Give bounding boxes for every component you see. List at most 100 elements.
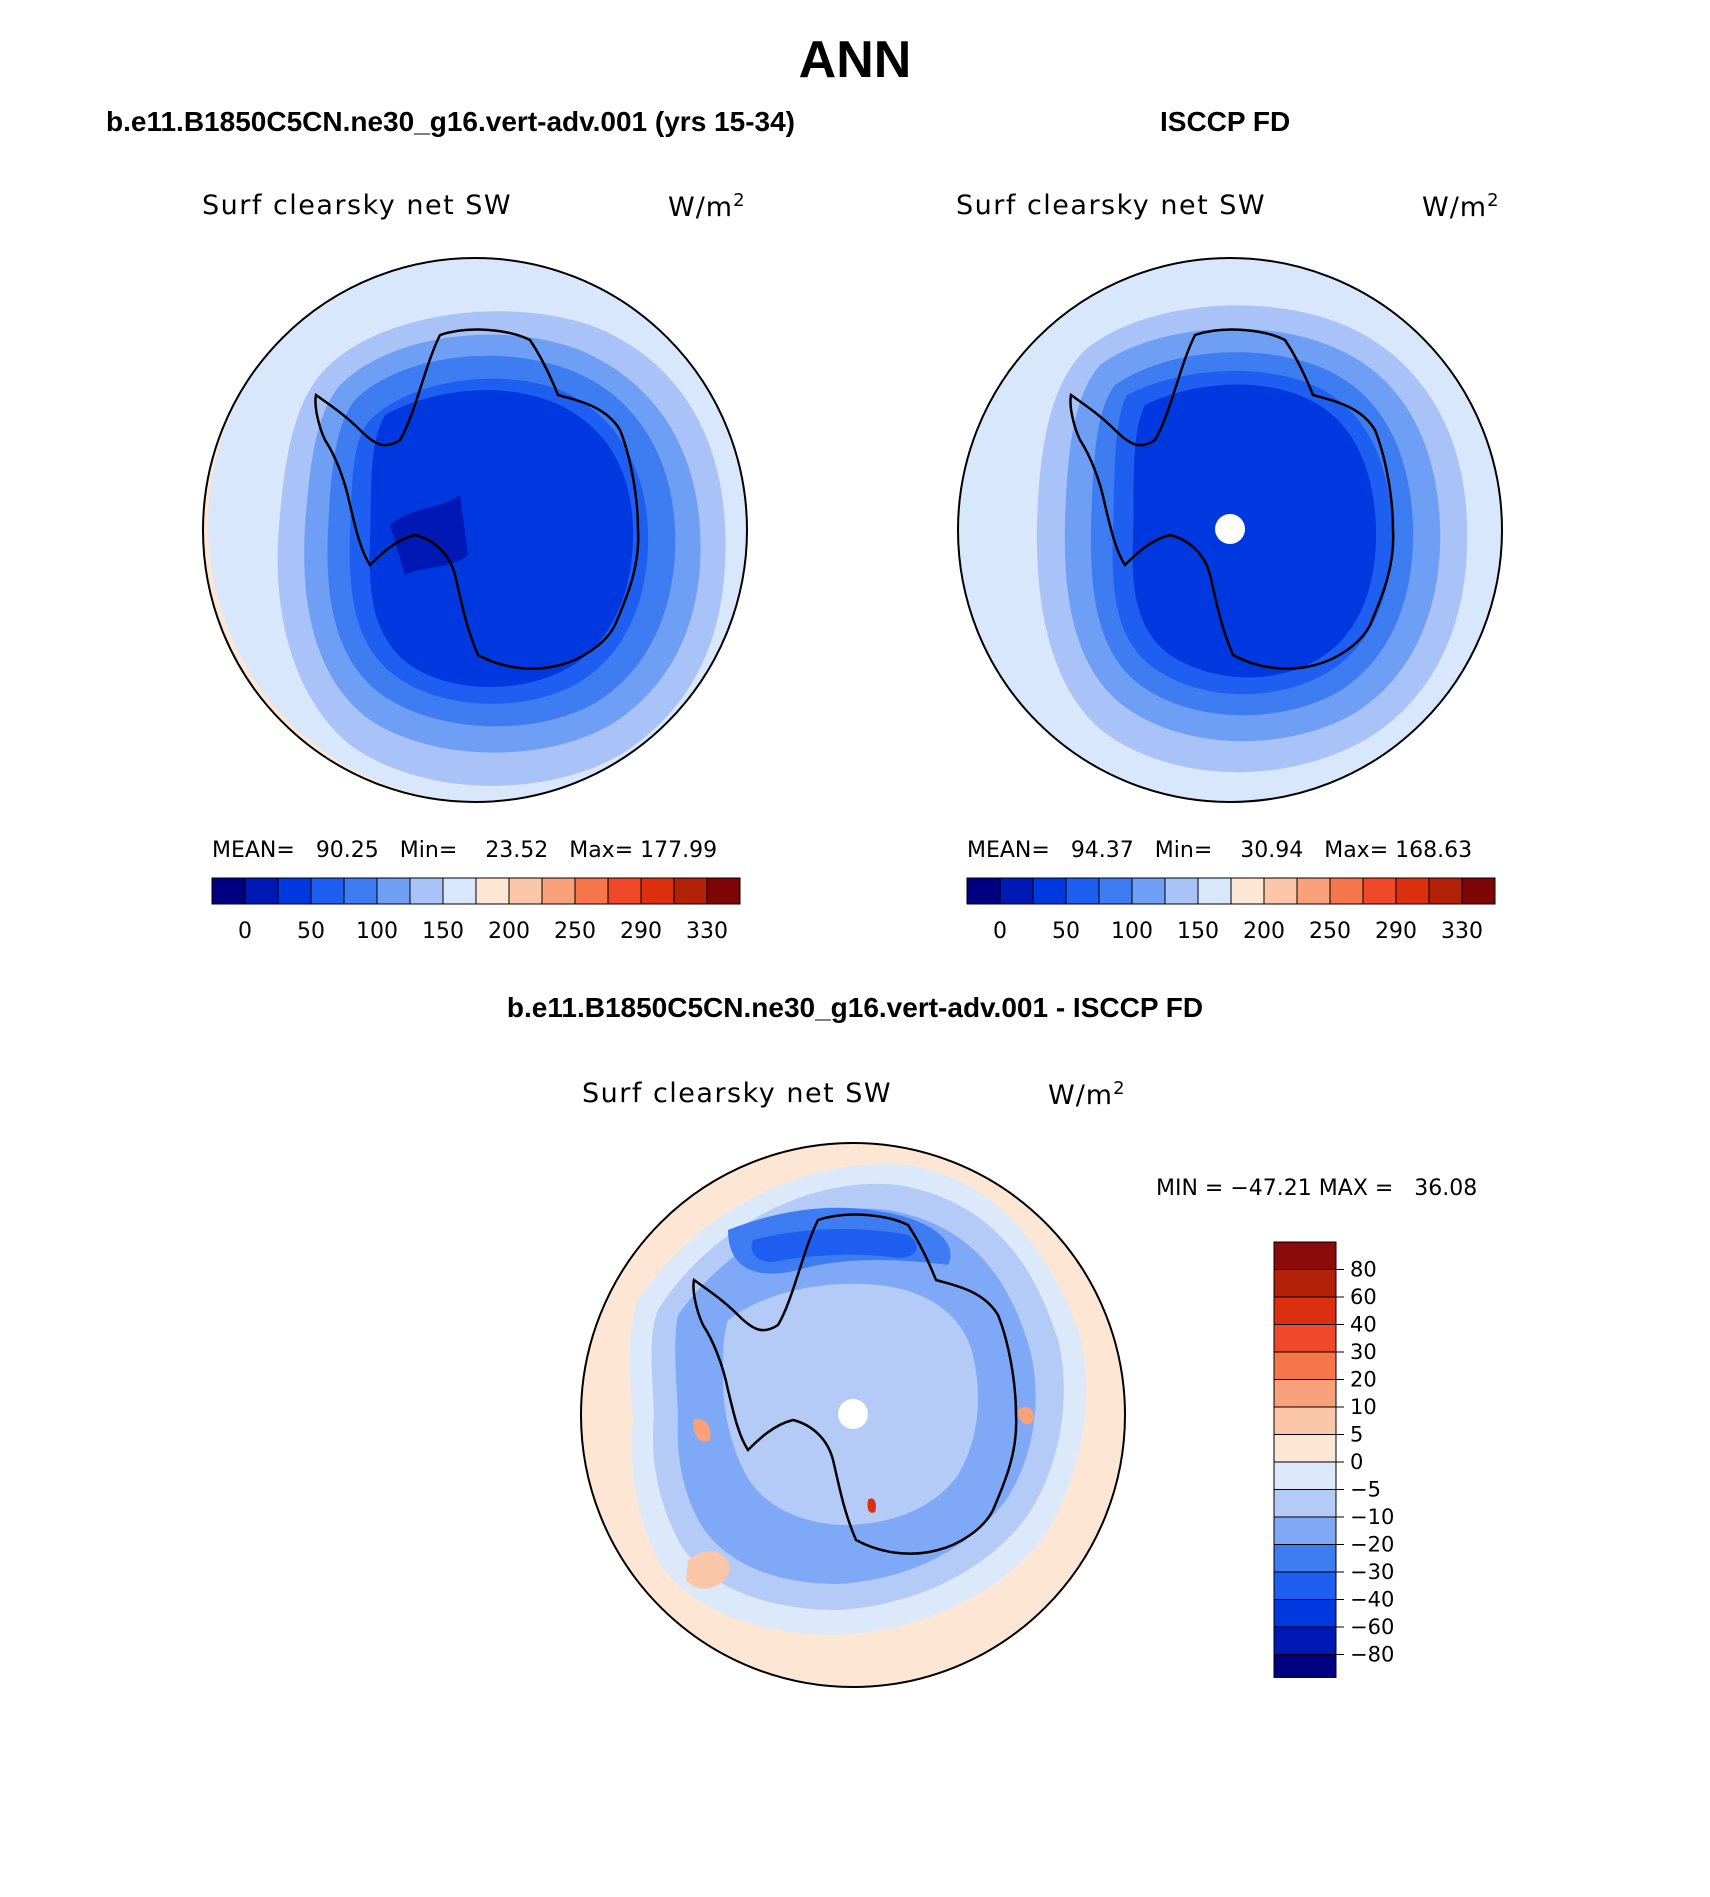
colorbar-diff-swatch <box>1273 1269 1337 1298</box>
colorbar-model-swatch <box>211 877 246 905</box>
colorbar-obs-tick-label: 150 <box>1177 919 1219 944</box>
colorbar-model-tick-label: 330 <box>686 919 728 944</box>
stats-obs: MEAN= 94.37 Min= 30.94 Max= 168.63 <box>967 838 1472 863</box>
colorbar-diff-tick-label: −5 <box>1350 1478 1381 1502</box>
colorbar-diff-tick-label: 60 <box>1350 1285 1377 1309</box>
colorbar-obs-tick-label: 0 <box>993 919 1007 944</box>
colorbar-obs-swatch <box>1164 877 1199 905</box>
colorbar-model-swatch <box>673 877 708 905</box>
colorbar-obs-swatch <box>1131 877 1166 905</box>
colorbar-diff-swatch <box>1273 1571 1337 1600</box>
stats-diff: MIN = −47.21 MAX = 36.08 <box>1156 1176 1477 1201</box>
stats-obs-min: 30.94 <box>1240 838 1304 863</box>
stats-obs-min-label: Min= <box>1154 838 1213 863</box>
colorbar-diff-swatch <box>1273 1296 1337 1325</box>
map-diff-polar-gap <box>838 1399 868 1429</box>
colorbar-diff-tick-label: −30 <box>1350 1560 1394 1584</box>
map-diff-warm-patch-1 <box>693 1418 711 1442</box>
colorbar-obs-tick-label: 100 <box>1111 919 1153 944</box>
colorbar-model-swatch <box>442 877 477 905</box>
colorbar-diff-swatch <box>1273 1654 1337 1678</box>
map-diff-antarctica-coast <box>692 1213 1018 1555</box>
colorbar-diff-swatch <box>1273 1324 1337 1353</box>
stats-diff-min: −47.21 <box>1230 1176 1312 1201</box>
units-label-model: W/m2 <box>668 190 746 223</box>
colorbar-obs-swatch <box>1296 877 1331 905</box>
map-obs-border <box>957 257 1503 803</box>
stats-model-min: 23.52 <box>485 838 549 863</box>
colorbar-diff-tick-label: 20 <box>1350 1368 1377 1392</box>
map-model-min-patch <box>390 495 468 575</box>
colorbar-diff-swatch <box>1273 1434 1337 1463</box>
colorbar-model-tick-label: 200 <box>488 919 530 944</box>
stats-model-min-label: Min= <box>399 838 458 863</box>
colorbar-diff-swatch <box>1273 1626 1337 1655</box>
variable-label-obs: Surf clearsky net SW <box>956 190 1267 221</box>
map-obs-polar-gap <box>1215 514 1245 544</box>
colorbar-diff-swatch <box>1273 1516 1337 1545</box>
colorbar-model-tick-label: 0 <box>238 919 252 944</box>
colorbar-model-tick-label: 100 <box>356 919 398 944</box>
colorbar-diff-tick-label: −60 <box>1350 1615 1394 1639</box>
colorbar-model-tick-label: 290 <box>620 919 662 944</box>
map-diff-warm-patch-3 <box>1018 1406 1034 1425</box>
stats-model-mean-label: MEAN= <box>212 838 295 863</box>
map-model-border <box>202 257 748 803</box>
colorbar-diff-swatch <box>1273 1351 1337 1380</box>
main-title: ANN <box>798 31 912 89</box>
colorbar-obs-swatch <box>966 877 1001 905</box>
stats-obs-max: 168.63 <box>1395 838 1473 863</box>
map-diff-warm-patch-4 <box>686 1551 730 1589</box>
colorbar-model-swatch <box>244 877 279 905</box>
colorbar-model-swatch <box>640 877 675 905</box>
map-diff <box>580 1142 1126 1688</box>
colorbar-diff-swatch <box>1273 1544 1337 1573</box>
colorbar-model-swatch <box>607 877 642 905</box>
colorbar-diff-swatch <box>1273 1379 1337 1408</box>
colorbar-model-swatch <box>409 877 444 905</box>
colorbar-diff-swatch <box>1273 1599 1337 1628</box>
colorbar-obs-tick-label: 250 <box>1309 919 1351 944</box>
panel-title-diff: b.e11.B1850C5CN.ne30_g16.vert-adv.001 - … <box>506 992 1204 1023</box>
colorbar-model-swatch <box>574 877 609 905</box>
stats-model-max: 177.99 <box>640 838 718 863</box>
colorbar-obs-swatch <box>1362 877 1397 905</box>
map-obs-core <box>1132 384 1377 678</box>
colorbar-obs-tick-label: 200 <box>1243 919 1285 944</box>
colorbar-model-tick-label: 250 <box>554 919 596 944</box>
colorbar-diff-swatch <box>1273 1489 1337 1518</box>
stats-diff-min-label: MIN = <box>1156 1176 1224 1201</box>
colorbar-diff-tick-label: −80 <box>1350 1643 1394 1667</box>
colorbar-diff-tick-label: 30 <box>1350 1340 1377 1364</box>
variable-label-model: Surf clearsky net SW <box>202 190 513 221</box>
stats-obs-mean-label: MEAN= <box>967 838 1050 863</box>
stats-model-mean: 90.25 <box>315 838 379 863</box>
panel-title-obs: ISCCP FD <box>1160 106 1291 137</box>
map-model-core <box>369 390 634 688</box>
colorbar-obs-swatch <box>1065 877 1100 905</box>
colorbar-diff-tick-label: 80 <box>1350 1258 1377 1282</box>
colorbar-model-tick-label: 50 <box>297 919 325 944</box>
colorbar-obs-swatch <box>1032 877 1067 905</box>
map-diff-border <box>580 1142 1126 1688</box>
colorbar-obs-swatch <box>1428 877 1463 905</box>
colorbar-obs-swatch <box>999 877 1034 905</box>
colorbar-diff-tick-label: −10 <box>1350 1505 1394 1529</box>
colorbar-obs-tick-label: 50 <box>1052 919 1080 944</box>
colorbar-diff-swatch <box>1273 1406 1337 1435</box>
units-label-diff: W/m2 <box>1048 1078 1126 1111</box>
colorbar-model-swatch <box>508 877 543 905</box>
map-model <box>202 257 748 803</box>
colorbar-obs-swatch <box>1098 877 1133 905</box>
stats-diff-max: 36.08 <box>1414 1176 1478 1201</box>
colorbar-diff-tick-label: 0 <box>1350 1450 1363 1474</box>
colorbar-diff-swatch <box>1273 1461 1337 1490</box>
colorbar-diff: 80 60 40 30 20 10 5 0 −5 −10 −20 −30 −40 −60 −80 <box>1273 1241 1394 1678</box>
colorbar-model-swatch <box>310 877 345 905</box>
map-obs <box>957 257 1503 803</box>
colorbar-obs: 0 50 100 150 200 250 290 330 <box>966 877 1496 944</box>
map-obs-antarctica-coast <box>1069 328 1395 670</box>
colorbar-obs-swatch <box>1395 877 1430 905</box>
colorbar-obs-swatch <box>1329 877 1364 905</box>
colorbar-model-swatch <box>475 877 510 905</box>
